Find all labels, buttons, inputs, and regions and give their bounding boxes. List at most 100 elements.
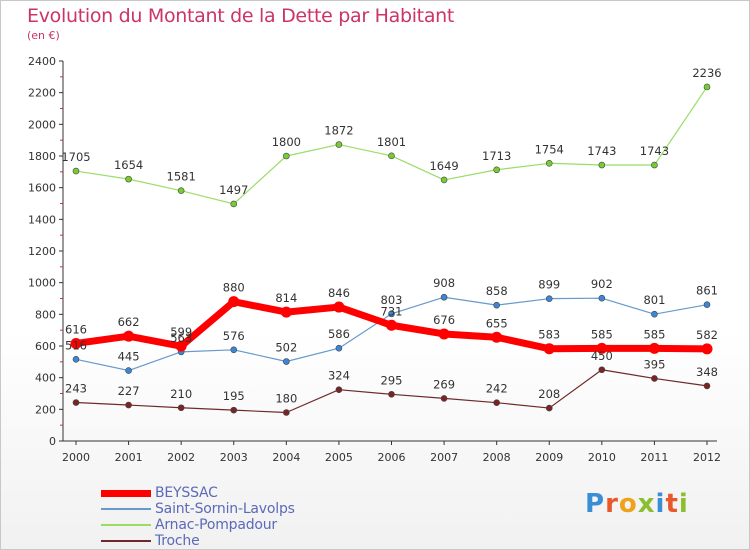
y-tick-label: 600 xyxy=(35,340,56,353)
data-point xyxy=(651,375,658,382)
data-label: 662 xyxy=(118,315,140,329)
legend-label: BEYSSAC xyxy=(155,485,218,501)
data-label: 227 xyxy=(118,384,140,398)
data-point xyxy=(545,159,553,167)
data-label: 243 xyxy=(65,382,87,396)
x-tick-label: 2012 xyxy=(693,451,721,464)
logo-letter: P xyxy=(585,489,606,519)
logo-letter: i xyxy=(678,489,689,519)
data-label: 599 xyxy=(170,325,192,339)
y-tick-label: 200 xyxy=(35,403,56,416)
data-point xyxy=(651,161,658,169)
data-label: 1754 xyxy=(535,142,564,156)
data-point xyxy=(598,161,606,169)
legend-item: Troche xyxy=(101,533,295,549)
data-label: 586 xyxy=(328,327,350,341)
data-point xyxy=(283,152,290,160)
legend-swatch xyxy=(101,489,151,497)
data-point xyxy=(545,404,553,412)
data-label: 269 xyxy=(433,377,455,391)
data-label: 563 xyxy=(170,331,192,345)
data-point xyxy=(440,395,448,402)
proxiti-logo: Proxiti xyxy=(585,489,689,519)
data-label: 1872 xyxy=(324,124,353,138)
data-label: 582 xyxy=(696,328,718,342)
y-tick-label: 1600 xyxy=(28,182,56,195)
x-tick-label: 2001 xyxy=(115,451,143,464)
y-tick-label: 1000 xyxy=(28,277,56,290)
x-tick-label: 2008 xyxy=(483,451,511,464)
data-label: 846 xyxy=(328,286,350,300)
data-label: 348 xyxy=(696,365,718,379)
data-point xyxy=(175,340,187,352)
data-label: 395 xyxy=(643,357,665,371)
data-point xyxy=(283,358,290,365)
data-point xyxy=(596,342,608,354)
data-label: 1801 xyxy=(377,135,406,149)
data-label: 803 xyxy=(381,293,403,307)
data-point xyxy=(701,343,713,355)
logo-letter: o xyxy=(618,489,638,519)
data-label: 1581 xyxy=(167,170,196,184)
data-point xyxy=(388,390,395,398)
data-point xyxy=(230,346,238,354)
data-point xyxy=(283,409,290,416)
x-tick-label: 2004 xyxy=(272,451,300,464)
data-point xyxy=(703,382,711,390)
data-label: 676 xyxy=(433,313,455,327)
data-label: 208 xyxy=(538,387,560,401)
y-tick-label: 0 xyxy=(49,435,56,448)
logo-letter: i xyxy=(655,489,666,519)
data-point xyxy=(72,399,80,406)
y-tick-label: 1400 xyxy=(28,213,56,226)
data-label: 583 xyxy=(538,328,560,342)
data-point xyxy=(280,306,292,318)
data-point xyxy=(493,301,500,309)
data-point xyxy=(543,343,555,355)
data-label: 295 xyxy=(381,373,403,387)
data-label: 450 xyxy=(591,349,613,363)
data-point xyxy=(440,293,448,301)
data-label: 655 xyxy=(486,316,508,330)
data-point xyxy=(230,406,238,414)
legend-item: Arnac-Pompadour xyxy=(101,517,295,533)
data-label: 861 xyxy=(696,284,718,298)
data-point xyxy=(125,367,132,374)
data-label: 1705 xyxy=(61,150,90,164)
y-tick-label: 1200 xyxy=(28,245,56,258)
data-point xyxy=(230,200,238,208)
data-label: 1649 xyxy=(429,159,458,173)
data-label: 576 xyxy=(223,329,245,343)
y-tick-label: 2400 xyxy=(28,55,56,68)
data-label: 445 xyxy=(118,350,140,364)
data-point xyxy=(491,331,503,343)
data-label: 801 xyxy=(643,293,665,307)
logo-letter: r xyxy=(605,489,619,519)
data-point xyxy=(440,176,448,184)
data-point xyxy=(72,355,80,363)
data-label: 516 xyxy=(65,338,87,352)
data-label: 899 xyxy=(538,278,560,292)
data-label: 324 xyxy=(328,369,350,383)
data-point xyxy=(228,296,240,308)
data-point xyxy=(177,187,185,194)
y-tick-label: 2200 xyxy=(28,87,56,100)
x-tick-label: 2003 xyxy=(220,451,248,464)
data-label: 180 xyxy=(275,392,297,406)
line-chart: 0 200 400 600 800 1000 1200 1400 1600 1800 2000 220… xyxy=(28,55,722,464)
chart-title: Evolution du Montant de la Dette par Hab… xyxy=(27,5,455,27)
logo-letter: x xyxy=(637,489,656,519)
data-point xyxy=(598,294,606,302)
data-label: 1743 xyxy=(640,144,669,158)
data-point xyxy=(125,175,132,183)
data-label: 1743 xyxy=(587,144,616,158)
data-point xyxy=(438,328,450,340)
data-label: 1713 xyxy=(482,149,511,163)
x-tick-label: 2002 xyxy=(167,451,195,464)
data-point xyxy=(333,301,345,313)
data-label: 902 xyxy=(591,277,613,291)
legend: BEYSSAC Saint-Sornin-Lavolps Arnac-Pompado… xyxy=(101,485,295,549)
data-point xyxy=(123,330,135,342)
data-point xyxy=(335,344,343,352)
